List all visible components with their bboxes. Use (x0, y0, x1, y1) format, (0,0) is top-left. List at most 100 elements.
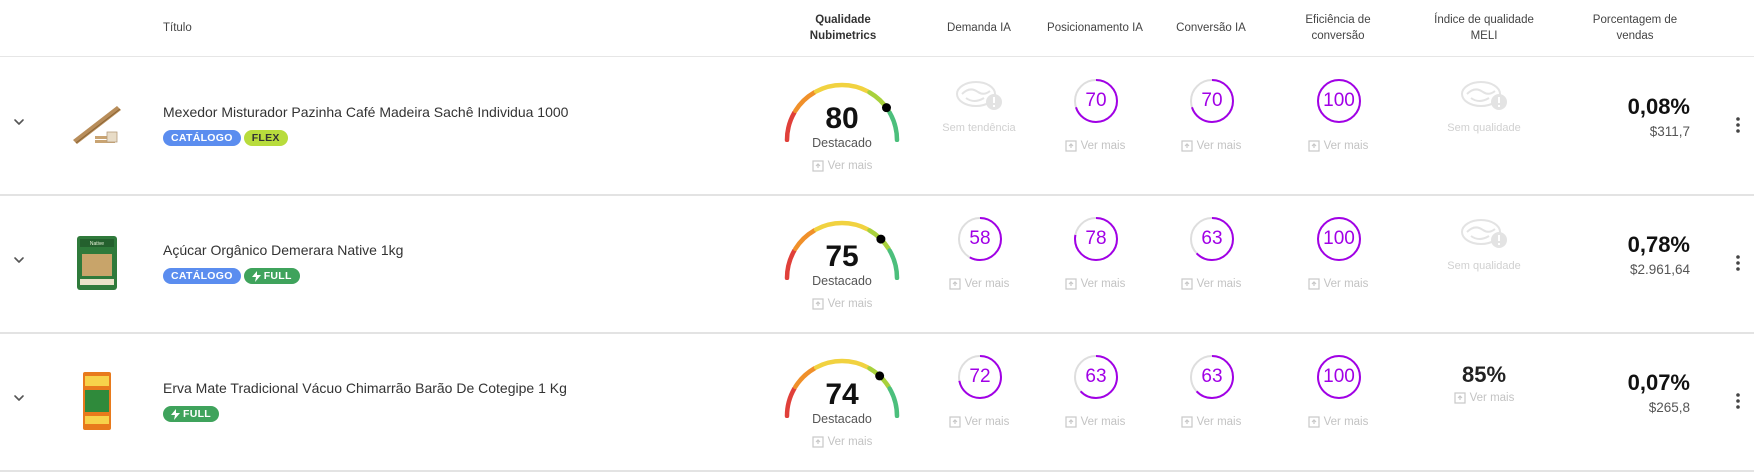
sales-value: $311,7 (1649, 124, 1690, 139)
product-title[interactable]: Erva Mate Tradicional Vácuo Chimarrão Ba… (163, 380, 567, 396)
see-more-link[interactable]: Ver mais (1283, 278, 1393, 290)
gauge-marker (881, 103, 891, 113)
see-more-link[interactable]: Ver mais (924, 278, 1034, 290)
expand-box-icon (812, 160, 824, 172)
score-ring[interactable]: 70 (1189, 78, 1235, 124)
see-more-link[interactable]: Ver mais (1040, 416, 1150, 428)
score-ring[interactable]: 78 (1073, 216, 1119, 262)
sales-value: $2.961,64 (1629, 262, 1690, 277)
score-value: 63 (1201, 366, 1223, 387)
expand-box-icon (1065, 416, 1077, 428)
product-thumbnail[interactable] (67, 370, 127, 432)
score-ring[interactable]: 100 (1316, 216, 1362, 262)
quality-score: 74 (825, 378, 859, 411)
header-demand[interactable]: Demanda IA (947, 22, 1011, 34)
see-more-link[interactable]: Ver mais (1040, 140, 1150, 152)
gauge-segment (793, 366, 817, 390)
tag-catalogo-badge: CATÁLOGO (163, 268, 241, 284)
see-more-label: Ver mais (964, 416, 1010, 428)
see-more-link[interactable]: Ver mais (782, 160, 902, 172)
score-ring[interactable]: 100 (1316, 78, 1362, 124)
score-value: 100 (1323, 366, 1355, 387)
quality-gauge-arc (784, 82, 900, 142)
product-title[interactable]: Açúcar Orgânico Demerara Native 1kg (163, 242, 404, 258)
header-positioning[interactable]: Posicionamento IA (1047, 22, 1143, 34)
row-menu-button[interactable] (1728, 112, 1748, 138)
header-meli[interactable]: Índice de qualidade MELI (1434, 14, 1534, 42)
score-ring-arc (958, 355, 1002, 399)
see-more-link[interactable]: Ver mais (924, 416, 1034, 428)
header-conversion[interactable]: Conversão IA (1176, 22, 1246, 34)
tag-catalogo-badge: CATÁLOGO (163, 130, 241, 146)
see-more-label: Ver mais (1080, 278, 1126, 290)
table-header: Título Qualidade Nubimetrics Demanda IA … (0, 0, 1754, 57)
see-more-link[interactable]: Ver mais (1156, 416, 1266, 428)
gauge-segment (784, 248, 797, 280)
product-title[interactable]: Mexedor Misturador Pazinha Café Madeira … (163, 104, 569, 120)
see-more-link[interactable]: Ver mais (1156, 140, 1266, 152)
header-sales[interactable]: Porcentagem de vendas (1592, 14, 1678, 42)
quality-score: 75 (825, 240, 859, 273)
see-more-label: Ver mais (1080, 140, 1126, 152)
metric-demand: 72 Ver mais (924, 354, 1034, 454)
quality-gauge[interactable]: 74 Destacado Ver mais (782, 354, 902, 464)
see-more-link[interactable]: Ver mais (1040, 278, 1150, 290)
score-ring[interactable]: 63 (1189, 354, 1235, 400)
row-menu-button[interactable] (1728, 250, 1748, 276)
header-efficiency[interactable]: Eficiência de conversão (1305, 14, 1371, 42)
score-ring[interactable]: 63 (1073, 354, 1119, 400)
lightning-icon (171, 408, 180, 420)
gauge-segment (887, 110, 900, 142)
quality-label: Destacado (812, 136, 872, 150)
metric-conversion: 70 Ver mais (1156, 78, 1266, 178)
kebab-menu-icon (1736, 117, 1740, 133)
expand-row-button[interactable] (8, 389, 30, 411)
score-ring[interactable]: 63 (1189, 216, 1235, 262)
score-ring[interactable]: 72 (957, 354, 1003, 400)
see-more-link[interactable]: Ver mais (1429, 392, 1539, 404)
metric-positioning: 70 Ver mais (1040, 78, 1150, 178)
expand-box-icon (1454, 392, 1466, 404)
see-more-label: Ver mais (827, 436, 873, 448)
score-ring-arc (1074, 355, 1118, 399)
gauge-segment (784, 110, 797, 142)
gauge-segment (793, 90, 817, 114)
see-more-link[interactable]: Ver mais (782, 298, 902, 310)
score-ring-arc (1190, 79, 1234, 123)
sales-percentage: 0,07% (1627, 370, 1690, 395)
score-ring[interactable]: 70 (1073, 78, 1119, 124)
metric-demand: 58 Ver mais (924, 216, 1034, 316)
score-ring-arc (1317, 79, 1361, 123)
expand-box-icon (949, 278, 961, 290)
expand-row-button[interactable] (8, 113, 30, 135)
see-more-link[interactable]: Ver mais (1156, 278, 1266, 290)
lightning-icon (251, 270, 261, 282)
see-more-link[interactable]: Ver mais (782, 436, 902, 448)
expand-row-button[interactable] (8, 251, 30, 273)
metric-positioning: 63 Ver mais (1040, 354, 1150, 454)
product-thumbnail[interactable]: Native (67, 232, 127, 294)
sales-percentage: 0,08% (1627, 94, 1690, 119)
tag-label: CATÁLOGO (171, 270, 233, 282)
header-quality[interactable]: Qualidade Nubimetrics (809, 14, 877, 42)
see-more-link[interactable]: Ver mais (1283, 140, 1393, 152)
row-menu-button[interactable] (1728, 388, 1748, 414)
see-more-link[interactable]: Ver mais (1283, 416, 1393, 428)
metric-demand: Sem tendência (924, 78, 1034, 178)
product-tags: FULL (163, 406, 220, 422)
score-ring[interactable]: 100 (1316, 354, 1362, 400)
no-trend-text: Sem tendência (942, 122, 1016, 134)
chevron-down-icon (12, 115, 26, 134)
see-more-label: Ver mais (1323, 140, 1369, 152)
tag-label: CATÁLOGO (171, 132, 233, 144)
metric-conversion: 63 Ver mais (1156, 354, 1266, 454)
score-ring[interactable]: 58 (957, 216, 1003, 262)
product-thumbnail[interactable] (67, 94, 127, 156)
expand-box-icon (1308, 416, 1320, 428)
score-ring-arc (1074, 79, 1118, 123)
score-ring-arc (1317, 217, 1361, 261)
sales-percentage: 0,78% (1627, 232, 1690, 257)
quality-gauge[interactable]: 75 Destacado Ver mais (782, 216, 902, 326)
quality-gauge[interactable]: 80 Destacado Ver mais (782, 78, 902, 188)
